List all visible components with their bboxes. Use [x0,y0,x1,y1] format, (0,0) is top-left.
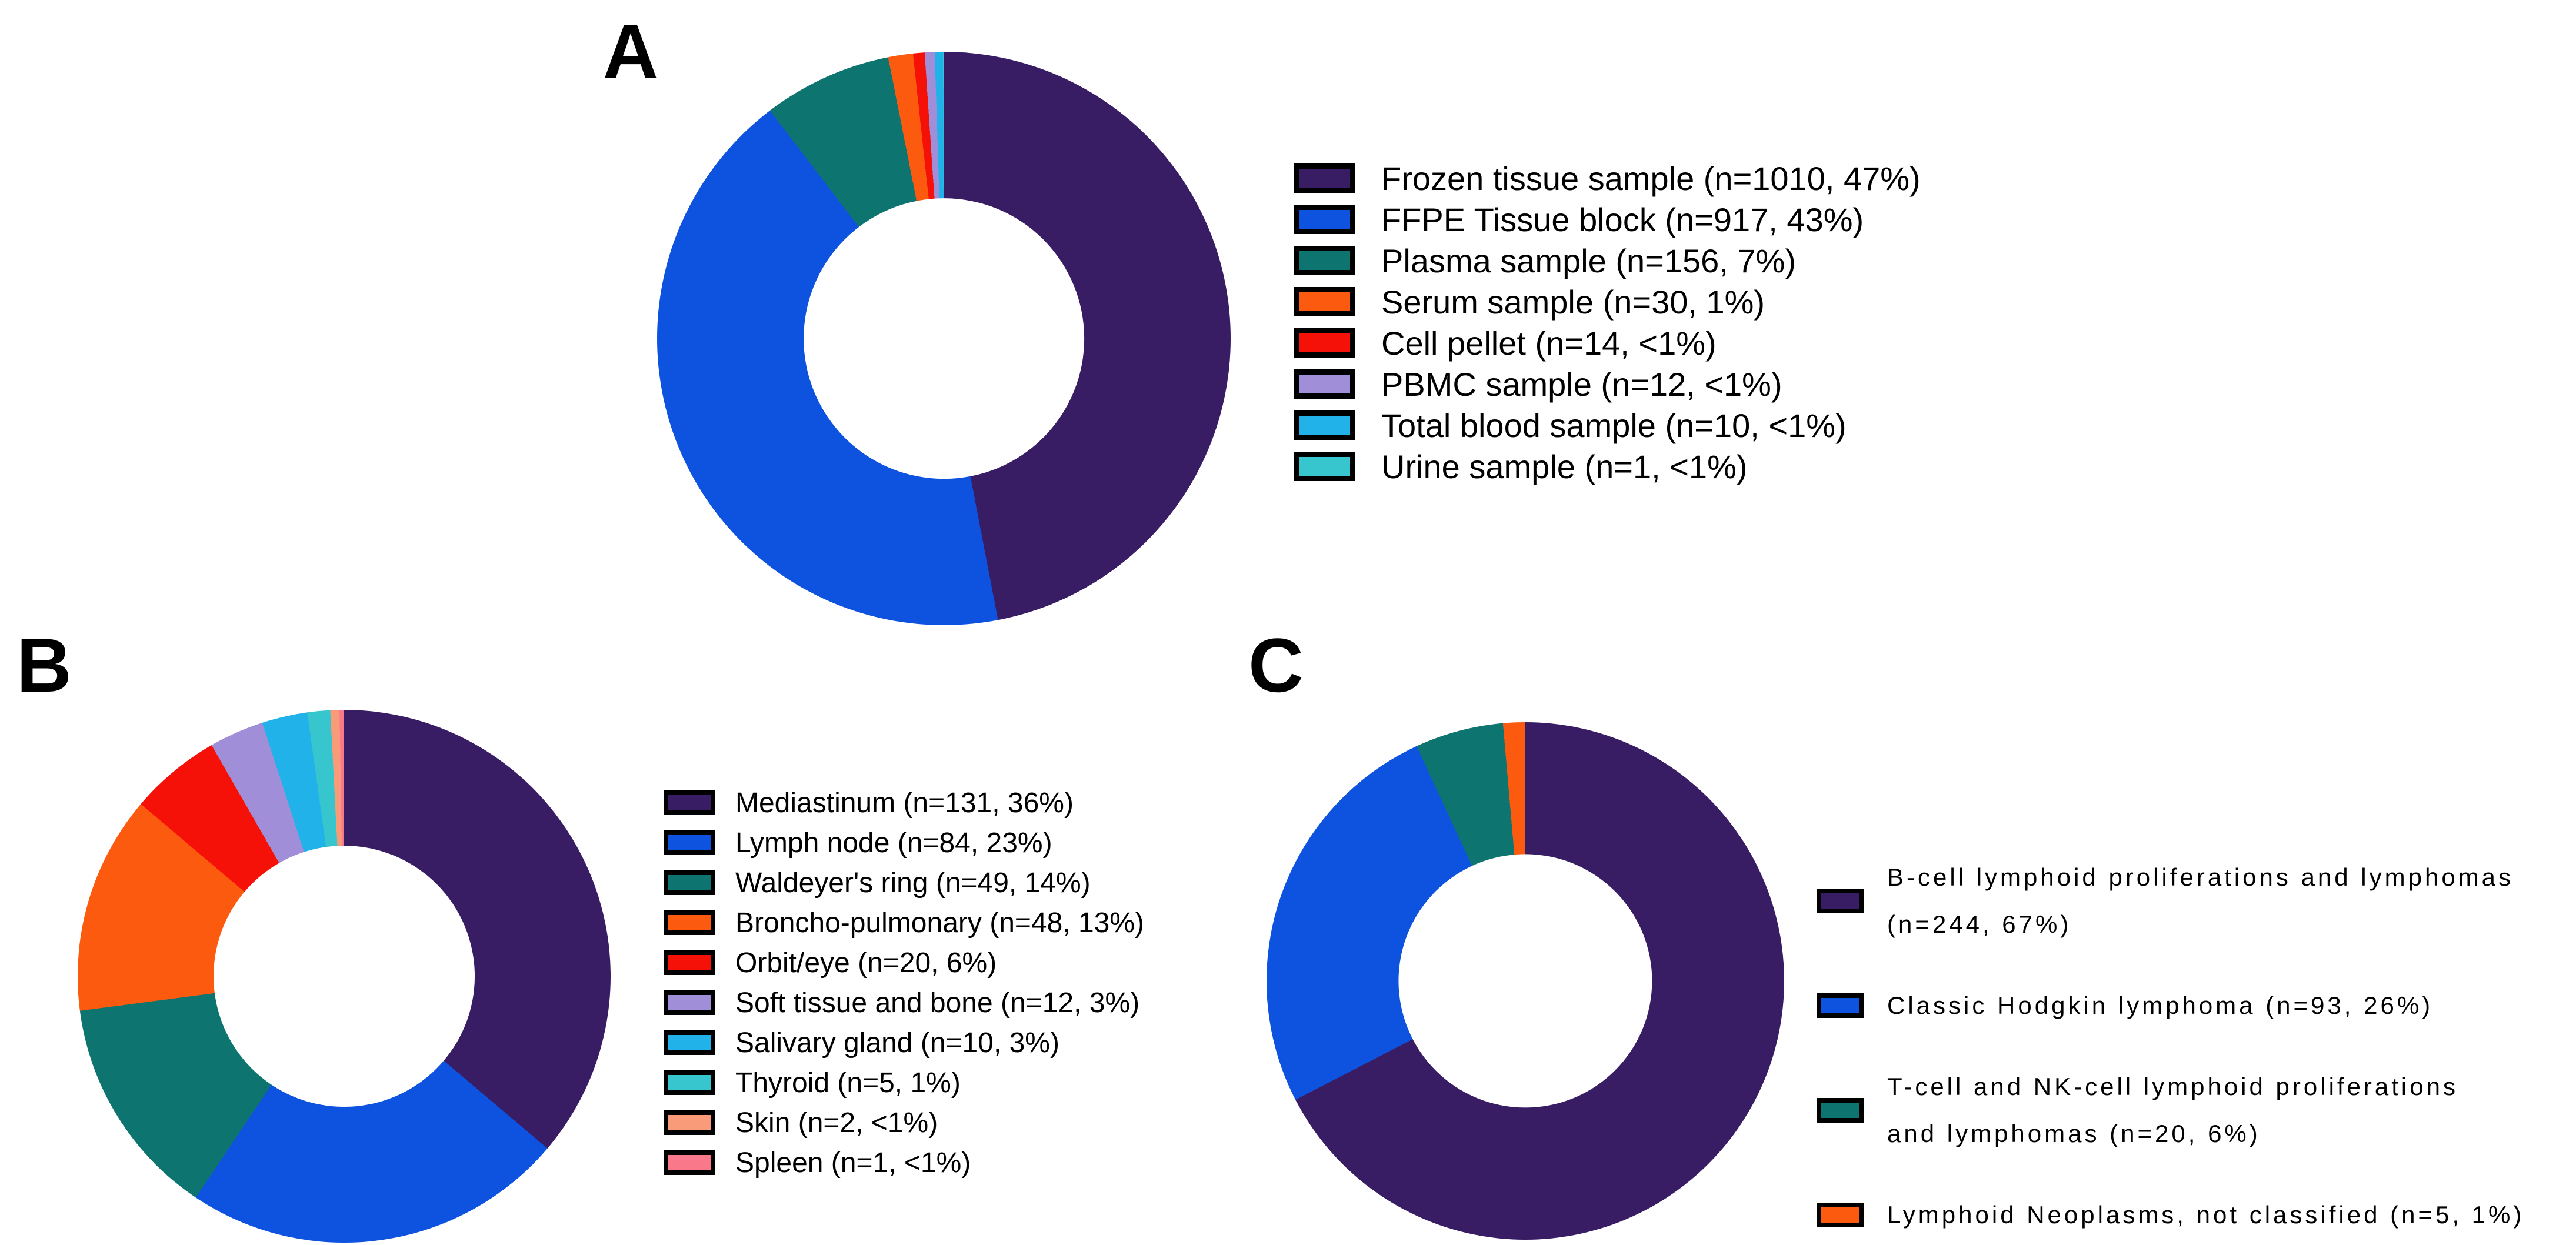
legend-item-label: Skin (n=2, <1%) [735,1107,938,1139]
legend-item: Lymph node (n=84, 23%) [664,823,1144,863]
donut-chart-a [657,52,1231,625]
legend-swatch-icon [1294,246,1355,275]
legend-item: Skin (n=2, <1%) [664,1103,1144,1143]
legend-swatch-icon [1294,410,1355,440]
legend-item: Classic Hodgkin lymphoma (n=93, 26%) [1817,982,2524,1029]
legend-item: T-cell and NK-cell lymphoid proliferatio… [1817,1063,2524,1157]
legend-item-label: Mediastinum (n=131, 36%) [735,787,1074,819]
legend-item-label: Orbit/eye (n=20, 6%) [735,947,997,979]
panel-b-label: B [16,622,72,708]
legend-swatch-icon [1817,889,1864,913]
legend-item-label: Lymph node (n=84, 23%) [735,827,1052,859]
donut-b-hole [214,846,475,1107]
legend-item-label: Total blood sample (n=10, <1%) [1381,406,1847,444]
legend-item-label: Classic Hodgkin lymphoma (n=93, 26%) [1887,992,2434,1019]
legend-item: Urine sample (n=1, <1%) [1294,446,1921,487]
legend-item: FFPE Tissue block (n=917, 43%) [1294,199,1921,240]
legend-item: PBMC sample (n=12, <1%) [1294,363,1921,405]
legend-swatch-icon [1294,205,1355,234]
legend-swatch-icon [664,870,715,895]
legend-item-label: Broncho-pulmonary (n=48, 13%) [735,907,1145,939]
legend-item: Broncho-pulmonary (n=48, 13%) [664,903,1144,943]
legend-item-label: PBMC sample (n=12, <1%) [1381,365,1782,403]
legend-item: Cell pellet (n=14, <1%) [1294,322,1921,363]
legend-a: Frozen tissue sample (n=1010, 47%) FFPE T… [1294,158,1921,487]
legend-item-label: Thyroid (n=5, 1%) [735,1067,961,1099]
legend-swatch-icon [1294,163,1355,193]
legend-swatch-icon [664,830,715,855]
legend-swatch-icon [664,1030,715,1055]
legend-item: Lymphoid Neoplasms, not classified (n=5,… [1817,1191,2524,1239]
legend-swatch-icon [1294,328,1355,358]
legend-item: B-cell lymphoid proliferations and lymph… [1817,854,2524,948]
legend-swatch-icon [664,1070,715,1095]
panel-c-label: C [1248,622,1304,708]
legend-item-label: T-cell and NK-cell lymphoid proliferatio… [1887,1073,2458,1147]
legend-item-label: Lymphoid Neoplasms, not classified (n=5,… [1887,1201,2525,1229]
legend-item: Soft tissue and bone (n=12, 3%) [664,983,1144,1023]
legend-item-label: B-cell lymphoid proliferations and lymph… [1887,863,2514,938]
legend-swatch-icon [664,990,715,1015]
legend-swatch-icon [664,790,715,815]
legend-item: Salivary gland (n=10, 3%) [664,1023,1144,1063]
legend-item: Orbit/eye (n=20, 6%) [664,943,1144,983]
legend-swatch-icon [1294,452,1355,481]
legend-item-label: Frozen tissue sample (n=1010, 47%) [1381,159,1921,197]
legend-item-label: Salivary gland (n=10, 3%) [735,1027,1059,1059]
donut-chart-b [78,710,611,1243]
legend-swatch-icon [1817,1203,1864,1227]
legend-swatch-icon [664,1150,715,1175]
legend-c: B-cell lymphoid proliferations and lymph… [1817,854,2524,1239]
legend-item: Spleen (n=1, <1%) [664,1143,1144,1183]
legend-swatch-icon [1817,1098,1864,1123]
legend-swatch-icon [1294,287,1355,316]
legend-swatch-icon [1294,369,1355,399]
legend-item-label: Cell pellet (n=14, <1%) [1381,324,1717,362]
legend-swatch-icon [664,910,715,935]
legend-item: Waldeyer's ring (n=49, 14%) [664,863,1144,903]
donut-c-hole [1398,854,1652,1108]
legend-item: Thyroid (n=5, 1%) [664,1063,1144,1103]
panel-a-label: A [603,8,658,94]
legend-item-label: Plasma sample (n=156, 7%) [1381,242,1797,279]
legend-item-label: Soft tissue and bone (n=12, 3%) [735,987,1140,1019]
legend-item-label: Waldeyer's ring (n=49, 14%) [735,867,1091,899]
donut-a-hole [803,198,1085,479]
legend-swatch-icon [664,1110,715,1135]
legend-item: Plasma sample (n=156, 7%) [1294,240,1921,281]
legend-b: Mediastinum (n=131, 36%) Lymph node (n=84… [664,783,1144,1183]
legend-item: Mediastinum (n=131, 36%) [664,783,1144,823]
legend-item: Frozen tissue sample (n=1010, 47%) [1294,158,1921,199]
legend-swatch-icon [1817,993,1864,1018]
legend-item-label: Spleen (n=1, <1%) [735,1147,971,1179]
legend-item: Total blood sample (n=10, <1%) [1294,405,1921,446]
legend-item-label: FFPE Tissue block (n=917, 43%) [1381,201,1864,238]
legend-item-label: Urine sample (n=1, <1%) [1381,448,1748,485]
legend-item: Serum sample (n=30, 1%) [1294,281,1921,322]
legend-swatch-icon [664,950,715,975]
donut-chart-c [1267,722,1784,1240]
legend-item-label: Serum sample (n=30, 1%) [1381,283,1765,321]
